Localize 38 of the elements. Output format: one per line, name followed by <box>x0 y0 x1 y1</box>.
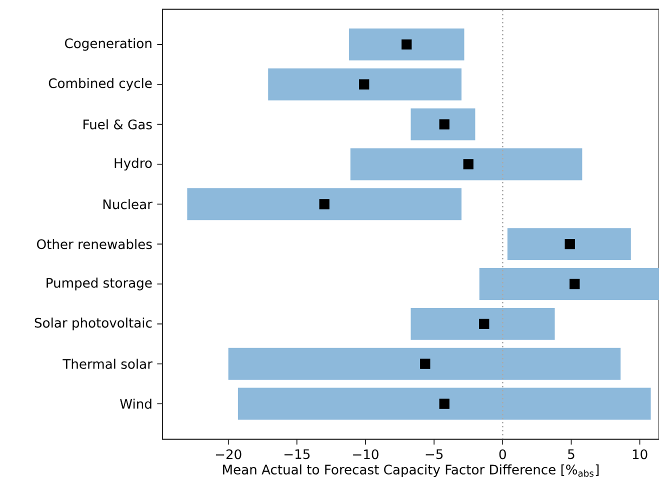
bar <box>507 228 631 260</box>
point <box>479 318 490 329</box>
x-tick-label: 0 <box>499 449 506 460</box>
x-axis-title: Mean Actual to Forecast Capacity Factor Difference [%$_{abs}$] <box>223 464 599 478</box>
y-tick-label: Wind <box>120 398 152 409</box>
y-tick-label: Combined cycle <box>48 78 152 91</box>
point <box>439 119 450 130</box>
y-tick-label: Hydro <box>114 158 152 171</box>
point <box>402 39 412 50</box>
point <box>359 79 370 90</box>
bar <box>350 148 582 180</box>
x-tick-label: −10 <box>353 449 378 460</box>
bar <box>187 188 462 220</box>
y-tick-label: Nuclear <box>103 199 152 210</box>
y-tick-label: Solar photovoltaic <box>34 318 152 330</box>
y-tick-label: Thermal solar <box>62 358 152 369</box>
bar <box>410 308 555 340</box>
x-tick-label: −15 <box>284 449 310 460</box>
bar <box>410 108 476 140</box>
bar <box>479 268 659 300</box>
point <box>570 278 580 290</box>
point <box>463 159 474 170</box>
bar <box>349 28 464 60</box>
x-tick-label: 10 <box>632 449 648 460</box>
y-tick-label: Fuel & Gas <box>84 119 152 130</box>
point <box>420 358 430 369</box>
y-tick-label: Cogeneration <box>65 38 152 51</box>
bar <box>228 348 621 380</box>
y-tick-label: Other renewables <box>37 239 152 250</box>
point <box>564 239 575 250</box>
x-tick-label: 5 <box>568 449 574 460</box>
bar <box>238 388 651 420</box>
bar <box>268 68 462 100</box>
x-tick-label: −20 <box>216 449 242 460</box>
point <box>319 199 330 210</box>
point <box>439 398 450 409</box>
y-tick-label: Pumped storage <box>46 278 152 290</box>
x-tick-label: −5 <box>426 449 443 460</box>
